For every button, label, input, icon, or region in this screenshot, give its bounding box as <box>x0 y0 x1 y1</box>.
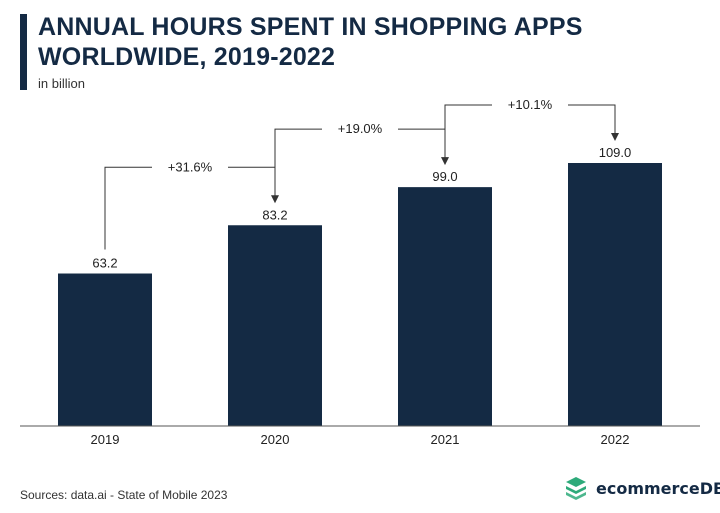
chart-subtitle: in billion <box>38 76 85 91</box>
value-label-2019: 63.2 <box>92 256 117 271</box>
growth-label-2021: +19.0% <box>338 121 383 136</box>
value-label-2020: 83.2 <box>262 207 287 222</box>
bar-2021 <box>398 187 492 426</box>
x-tick-label-2020: 2020 <box>261 432 290 447</box>
value-label-2021: 99.0 <box>432 169 457 184</box>
growth-arrowhead-2022 <box>611 133 619 141</box>
value-label-2022: 109.0 <box>599 145 632 160</box>
growth-label-2022: +10.1% <box>508 97 553 112</box>
chart-title: ANNUAL HOURS SPENT IN SHOPPING APPS WORL… <box>38 13 583 71</box>
brand-name: ecommerceDB <box>596 478 720 498</box>
source-note: Sources: data.ai - State of Mobile 2023 <box>20 488 228 502</box>
title-accent-bar <box>20 14 27 90</box>
bar-2022 <box>568 163 662 426</box>
bar-2019 <box>58 273 152 426</box>
ecommercedb-logo-icon <box>566 477 586 500</box>
growth-label-2020: +31.6% <box>168 159 213 174</box>
x-tick-label-2021: 2021 <box>431 432 460 447</box>
x-tick-label-2019: 2019 <box>91 432 120 447</box>
growth-connector-2022 <box>444 104 616 164</box>
bar-2020 <box>228 225 322 426</box>
x-tick-label-2022: 2022 <box>601 432 630 447</box>
brand: ecommerceDB <box>564 476 720 500</box>
